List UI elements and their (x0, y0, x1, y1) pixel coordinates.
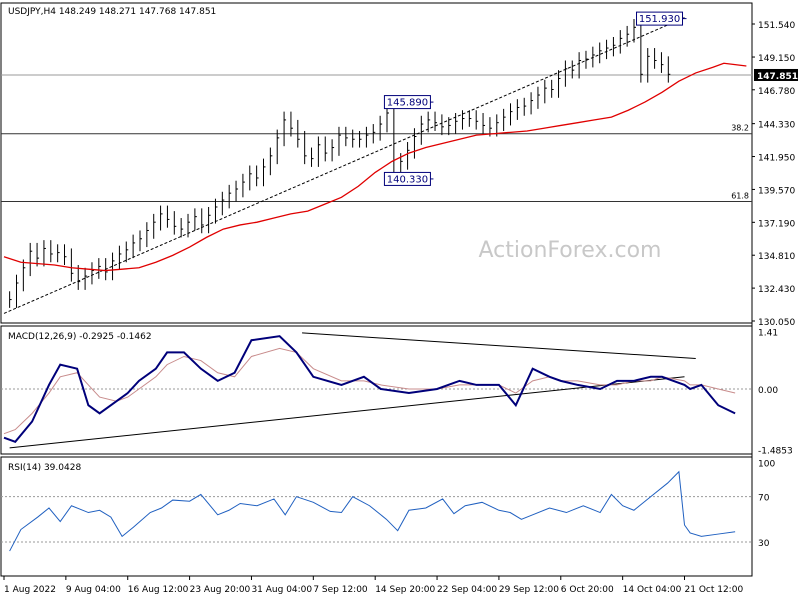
rsi-y-tick-label: 30 (758, 539, 770, 549)
fib-level-label: 38.2 (731, 124, 749, 133)
macd-line (3, 335, 736, 443)
x-tick-label: 14 Sep 20:00 (375, 585, 435, 595)
price-pane-frame (0, 2, 753, 324)
price-annotation-label: 151.930 (639, 14, 680, 25)
macd-signal-line (3, 347, 736, 435)
rsi-pane-frame (0, 456, 753, 577)
price-y-tick-label: 149.150 (758, 54, 795, 64)
price-y-tick-label: 137.190 (758, 219, 795, 229)
x-tick-label: 6 Oct 20:00 (561, 585, 614, 595)
price-y-tick-label: 130.050 (758, 318, 795, 328)
price-y-tick-label: 139.570 (758, 186, 795, 196)
x-tick-label: 29 Sep 12:00 (499, 585, 559, 595)
macd-trendline (9, 376, 685, 449)
price-y-tick-label: 151.540 (758, 21, 795, 31)
rsi-y-tick-label: 70 (758, 494, 770, 504)
price-y-tick-label: 144.330 (758, 121, 795, 131)
price-y-tick-label: 146.780 (758, 87, 795, 97)
macd-trendline (302, 332, 696, 360)
rsi-title: RSI(14) 39.0428 (8, 463, 81, 473)
x-tick-label: 31 Aug 04:00 (251, 585, 312, 595)
x-tick-label: 1 Aug 2022 (4, 585, 56, 595)
price-y-tick-label: 132.430 (758, 285, 795, 295)
macd-pane-frame (0, 325, 753, 455)
fib-level-label: 61.8 (731, 191, 749, 200)
moving-average-line (3, 62, 747, 272)
x-tick-label: 14 Oct 04:00 (623, 585, 682, 595)
x-tick-label: 22 Sep 04:00 (437, 585, 497, 595)
last-price-box (754, 68, 798, 81)
price-annotation-label: 140.330 (387, 174, 428, 185)
x-tick-label: 21 Oct 12:00 (685, 585, 744, 595)
price-annotation-label: 145.890 (387, 98, 428, 109)
price-y-tick-label: 141.950 (758, 154, 795, 164)
x-tick-label: 9 Aug 04:00 (66, 585, 121, 595)
price-trendline (3, 17, 685, 314)
last-price-label: 147.851 (757, 72, 798, 82)
rsi-y-tick-label: 100 (758, 460, 775, 470)
x-tick-label: 16 Aug 12:00 (128, 585, 189, 595)
price-title: USDJPY,H4 148.249 148.271 147.768 147.85… (8, 7, 216, 17)
macd-y-tick-label: 1.41 (758, 329, 778, 339)
watermark-text: ActionForex.com (479, 238, 662, 263)
price-y-tick-label: 134.810 (758, 252, 795, 262)
macd-y-tick-label: -1.4853 (758, 446, 793, 456)
rsi-line (9, 470, 736, 552)
macd-title: MACD(12,26,9) -0.2925 -0.1462 (8, 332, 152, 342)
x-tick-label: 23 Aug 20:00 (190, 585, 251, 595)
x-tick-label: 7 Sep 12:00 (313, 585, 368, 595)
macd-y-tick-label: 0.00 (758, 386, 778, 396)
